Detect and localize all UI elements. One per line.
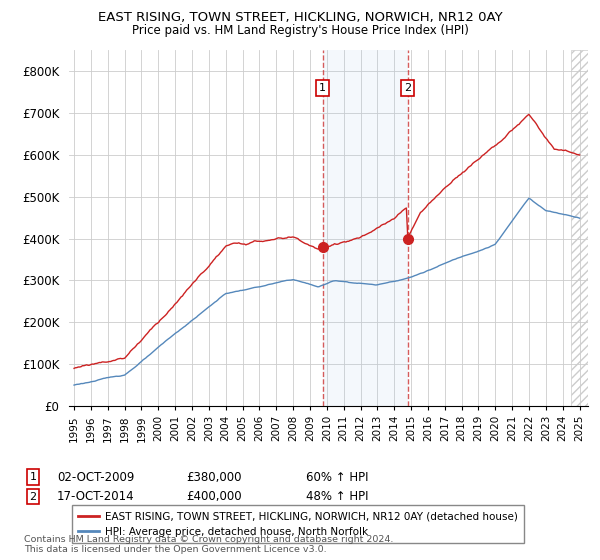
Text: 60% ↑ HPI: 60% ↑ HPI: [306, 470, 368, 484]
Text: 2: 2: [29, 492, 37, 502]
Text: 48% ↑ HPI: 48% ↑ HPI: [306, 490, 368, 503]
Text: Price paid vs. HM Land Registry's House Price Index (HPI): Price paid vs. HM Land Registry's House …: [131, 24, 469, 36]
Text: 1: 1: [319, 83, 326, 93]
Legend: EAST RISING, TOWN STREET, HICKLING, NORWICH, NR12 0AY (detached house), HPI: Ave: EAST RISING, TOWN STREET, HICKLING, NORW…: [71, 506, 524, 543]
Bar: [323, 50, 407, 406]
Text: 02-OCT-2009: 02-OCT-2009: [57, 470, 134, 484]
Text: 1: 1: [29, 472, 37, 482]
Text: Contains HM Land Registry data © Crown copyright and database right 2024.
This d: Contains HM Land Registry data © Crown c…: [24, 535, 394, 554]
Text: 17-OCT-2014: 17-OCT-2014: [57, 490, 134, 503]
Text: £400,000: £400,000: [186, 490, 242, 503]
Text: EAST RISING, TOWN STREET, HICKLING, NORWICH, NR12 0AY: EAST RISING, TOWN STREET, HICKLING, NORW…: [98, 11, 502, 24]
Text: 2: 2: [404, 83, 411, 93]
Text: £380,000: £380,000: [186, 470, 241, 484]
